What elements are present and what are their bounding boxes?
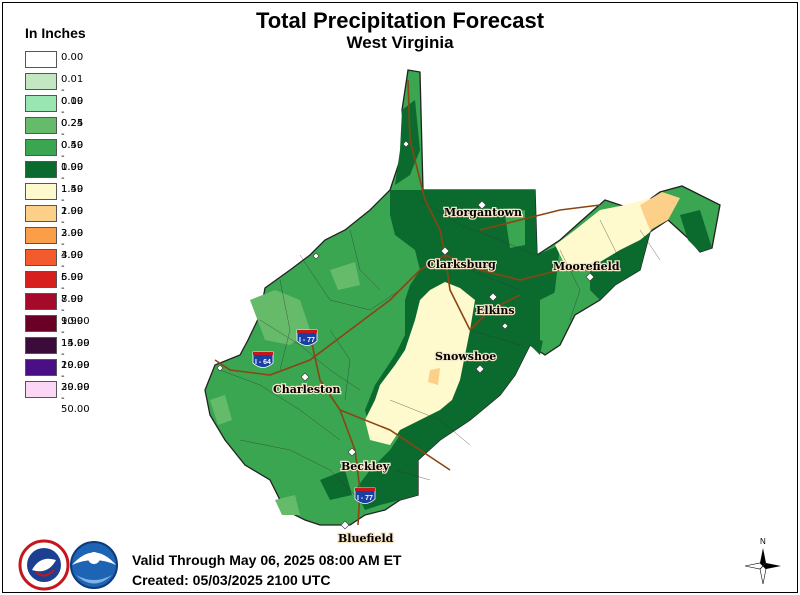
precip-zone-light-green	[250, 290, 310, 345]
city-label-bluefield: Bluefield	[338, 532, 394, 545]
city-label-charleston: Charleston	[273, 383, 340, 396]
legend-swatch	[25, 117, 57, 134]
legend-swatch	[25, 271, 57, 288]
nws-logo	[18, 539, 70, 591]
legend-swatch	[25, 139, 57, 156]
legend-swatch	[25, 95, 57, 112]
legend-label: 15.00 - 19.99	[61, 338, 90, 371]
svg-text:I - 77: I - 77	[299, 337, 315, 344]
legend-label: 10.00 - 14.99	[61, 316, 90, 349]
legend-label: 0.01 - 0.09	[61, 74, 84, 107]
city-clarksburg: Clarksburg	[426, 246, 497, 272]
legend-label: 20.00 - 29.99	[61, 360, 90, 393]
svg-text:I - 64: I - 64	[255, 359, 271, 366]
legend-swatch	[25, 73, 57, 90]
city-charleston: Charleston	[272, 372, 342, 397]
town-markers	[216, 140, 509, 372]
legend-label: 0.00	[61, 52, 84, 63]
city-label-elkins: Elkins	[476, 304, 515, 317]
city-elkins: Elkins	[475, 292, 516, 318]
city-label-morgantown: Morgantown	[444, 206, 522, 219]
legend-swatch	[25, 337, 57, 354]
legend-label: 0.50 - 0.99	[61, 140, 84, 173]
interstate-shield-i77-north: I - 77	[296, 329, 318, 346]
legend-swatch	[25, 359, 57, 376]
compass-north-label: N	[760, 537, 766, 546]
city-beckley: Beckley	[340, 447, 391, 474]
city-label-snowshoe: Snowshoe	[435, 350, 496, 363]
legend-label: 1.50 - 1.99	[61, 184, 84, 217]
legend-label: 1.00 - 1.49	[61, 162, 84, 195]
legend-swatch	[25, 205, 57, 222]
legend-swatch	[25, 293, 57, 310]
precip-zone-medium-green	[540, 290, 570, 345]
legend-label: 6.00 - 7.99	[61, 272, 84, 305]
precip-zone-orange	[428, 368, 440, 385]
interstate-shield-i77-south: I - 77	[354, 487, 376, 504]
svg-text:I - 77: I - 77	[357, 495, 373, 502]
map-title: Total Precipitation Forecast	[255, 8, 545, 33]
legend-swatch	[25, 227, 57, 244]
city-label-clarksburg: Clarksburg	[427, 258, 496, 271]
noaa-logo	[70, 541, 118, 589]
legend-label: 8.00 - 9.99	[61, 294, 84, 327]
compass-rose-icon: N	[744, 537, 781, 585]
legend-swatch	[25, 161, 57, 178]
city-label-beckley: Beckley	[341, 460, 390, 473]
city-bluefield: Bluefield	[337, 520, 395, 546]
legend-swatch	[25, 249, 57, 266]
precip-zone-yellow	[555, 198, 660, 265]
legend-label: 2.00 - 2.99	[61, 206, 84, 239]
legend-swatch	[25, 381, 57, 398]
precip-zone-dark-green	[320, 470, 352, 500]
precip-zone-light-green	[330, 262, 360, 290]
city-snowshoe: Snowshoe	[434, 349, 498, 374]
map-subtitle: West Virginia	[346, 33, 454, 52]
created-text: Created: 05/03/2025 2100 UTC	[132, 572, 331, 588]
city-label-moorefield: Moorefield	[553, 260, 620, 273]
precip-zone-dark-green	[590, 232, 650, 300]
legend-label: 0.10 - 0.24	[61, 96, 84, 129]
legend-swatch	[25, 183, 57, 200]
city-morgantown: Morgantown	[443, 200, 523, 220]
precip-zone-yellow	[365, 282, 475, 445]
precip-zone-dark-green	[680, 210, 712, 252]
legend-swatch	[25, 51, 57, 68]
interstate-shield-i64: I - 64	[252, 351, 274, 368]
legend-title: In Inches	[25, 25, 86, 41]
precip-zone-light-green	[275, 495, 300, 515]
legend-label: 3.00 - 3.99	[61, 228, 84, 261]
legend-label: 30.00 - 50.00	[61, 382, 90, 415]
legend-swatch	[25, 315, 57, 332]
precip-zone-orange	[640, 192, 680, 230]
precip-zone-light-green	[210, 395, 232, 425]
legend-label: 0.25 - 0.49	[61, 118, 84, 151]
city-moorefield: Moorefield	[552, 259, 621, 282]
legend-label: 4.00 - 5.99	[61, 250, 84, 283]
valid-through-text: Valid Through May 06, 2025 08:00 AM ET	[132, 552, 402, 568]
